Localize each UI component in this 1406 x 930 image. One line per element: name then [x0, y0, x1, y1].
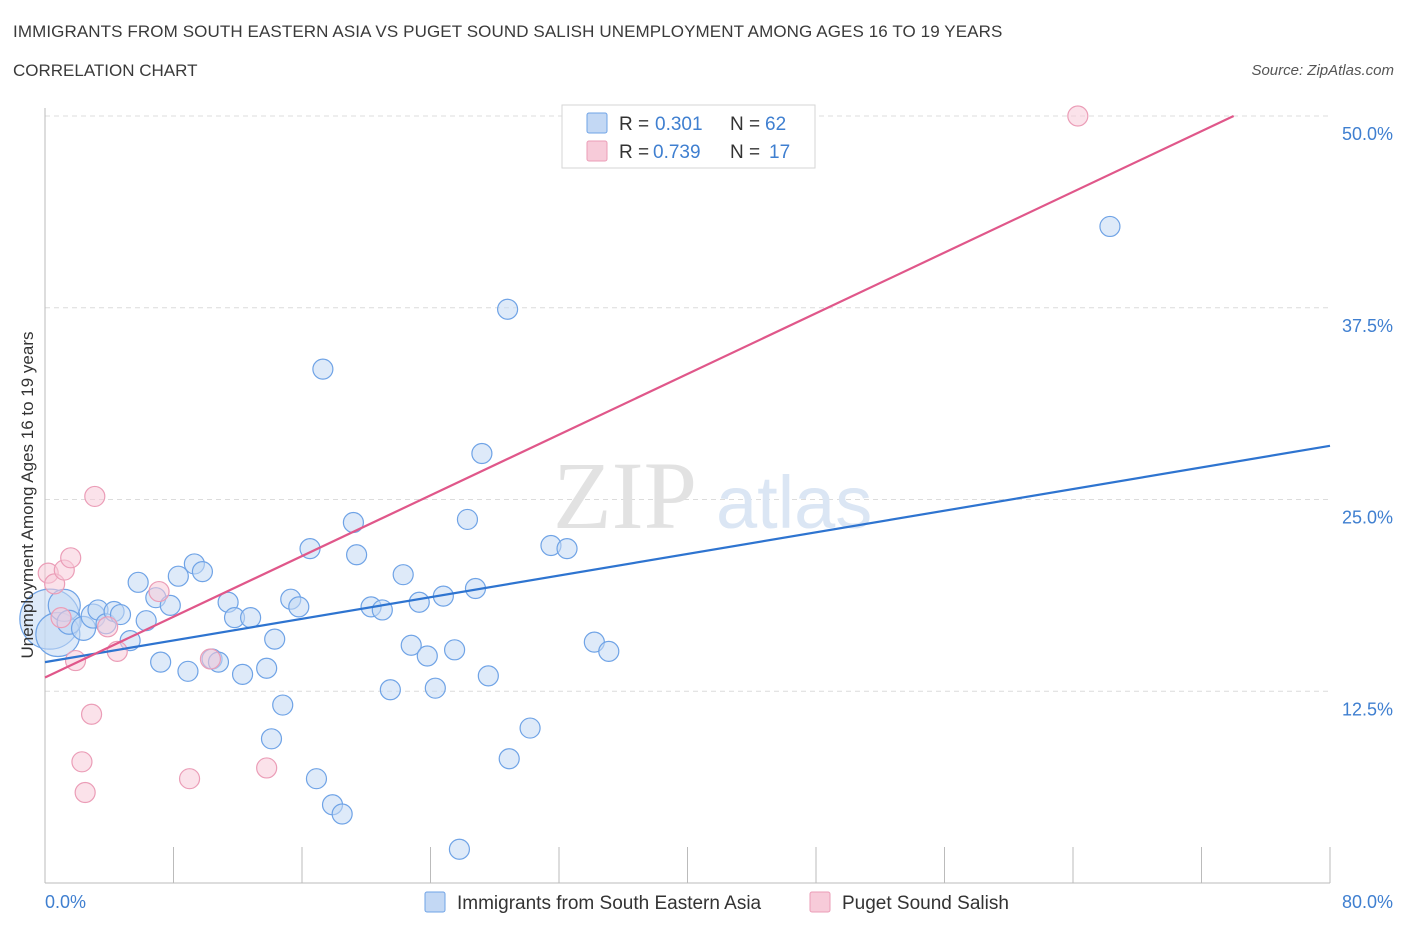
immigrants-point-41 — [379, 679, 401, 701]
immigrants-point-55 — [497, 298, 519, 320]
immigrants-point-9 — [109, 603, 132, 626]
series-salish-points — [37, 105, 1089, 804]
y-tick-label-3: 50.0% — [1342, 124, 1393, 144]
legend-n-value-1: 62 — [765, 114, 786, 135]
watermark-atlas: atlas — [716, 461, 872, 544]
bottom-legend-swatch-immigrants — [424, 891, 446, 913]
salish-point-8 — [80, 703, 103, 725]
immigrants-point-26 — [256, 657, 278, 679]
immigrants-point-38 — [346, 544, 368, 566]
immigrants-point-14 — [150, 651, 172, 673]
salish-point-15 — [256, 757, 278, 779]
immigrants-trend-line — [44, 444, 1331, 664]
immigrants-point-34 — [312, 358, 334, 380]
bottom-legend-swatch-salish — [809, 891, 831, 913]
legend-n-label-2: N = — [730, 142, 760, 163]
immigrants-point-48 — [443, 639, 466, 661]
zipatlas-watermark: ZIP atlas — [553, 442, 872, 549]
immigrants-point-28 — [272, 694, 294, 716]
immigrants-point-19 — [191, 560, 214, 583]
immigrants-point-60 — [598, 640, 620, 662]
immigrants-point-31 — [288, 596, 310, 618]
legend-r-value-1: 0.301 — [655, 114, 703, 135]
legend-r-label-2: R = — [619, 142, 649, 163]
y-axis-label: Unemployment Among Ages 16 to 19 years — [18, 332, 37, 659]
immigrants-point-33 — [305, 768, 328, 790]
y-tick-label-0: 12.5% — [1342, 699, 1393, 719]
immigrants-point-36 — [331, 803, 353, 825]
salish-point-6 — [71, 751, 93, 773]
immigrants-point-15 — [159, 594, 181, 616]
chart-title: IMMIGRANTS FROM SOUTH EASTERN ASIA VS PU… — [13, 22, 1003, 41]
y-tick-label-2: 37.5% — [1342, 316, 1393, 336]
immigrants-point-43 — [400, 634, 422, 656]
immigrants-point-56 — [519, 717, 541, 739]
immigrants-point-58 — [556, 537, 578, 560]
watermark-zip: ZIP — [553, 442, 697, 549]
immigrants-point-52 — [471, 442, 493, 465]
axes — [44, 108, 1331, 884]
immigrants-point-49 — [448, 838, 471, 860]
salish-point-14 — [199, 648, 222, 670]
immigrants-point-46 — [424, 677, 446, 699]
immigrants-point-17 — [177, 660, 199, 682]
immigrants-point-12 — [135, 610, 157, 632]
legend-swatch-immigrants — [586, 112, 608, 134]
immigrants-point-50 — [456, 508, 479, 531]
immigrants-point-27 — [264, 628, 286, 650]
salish-trend-line — [44, 115, 1235, 679]
immigrants-point-44 — [408, 591, 430, 613]
salish-point-9 — [84, 485, 106, 508]
immigrants-point-45 — [416, 645, 438, 667]
y-tick-labels: 12.5% 25.0% 37.5% 50.0% — [1342, 124, 1393, 719]
chart-subtitle: CORRELATION CHART — [13, 61, 198, 80]
salish-point-7 — [74, 781, 96, 804]
x-tick-label-0: 0.0% — [45, 892, 86, 912]
immigrants-point-53 — [477, 665, 499, 687]
y-tick-label-1: 25.0% — [1342, 508, 1393, 528]
x-tick-label-1: 80.0% — [1342, 892, 1393, 912]
source-credit: Source: ZipAtlas.com — [1251, 62, 1394, 79]
x-tick-labels: 0.0% 80.0% — [45, 892, 1393, 912]
salish-point-12 — [148, 580, 170, 603]
immigrants-point-40 — [371, 599, 393, 621]
salish-point-13 — [178, 768, 201, 790]
legend-n-label-1: N = — [730, 114, 760, 135]
bottom-legend-label-salish: Puget Sound Salish — [842, 893, 1009, 914]
salish-point-10 — [97, 616, 119, 638]
salish-point-4 — [60, 547, 82, 569]
immigrants-point-24 — [231, 663, 254, 685]
immigrants-point-54 — [498, 748, 520, 770]
series-immigrants-points — [19, 215, 1121, 860]
legend-r-label-1: R = — [619, 114, 649, 135]
legend-n-value-2: 17 — [769, 142, 790, 163]
salish-point-2 — [50, 607, 72, 629]
immigrants-point-61 — [1099, 215, 1121, 238]
legend-r-value-2: 0.739 — [653, 142, 701, 163]
salish-point-16 — [1067, 105, 1089, 127]
legend-swatch-salish — [586, 140, 608, 162]
immigrants-point-29 — [260, 728, 283, 750]
immigrants-point-42 — [392, 564, 414, 586]
bottom-legend: Immigrants from South Eastern Asia Puget… — [424, 891, 1009, 914]
top-legend: R = 0.301 N = 62 R = 0.739 N = 17 — [561, 104, 816, 169]
immigrants-point-16 — [167, 565, 189, 587]
immigrants-point-11 — [127, 571, 149, 593]
bottom-legend-label-immigrants: Immigrants from South Eastern Asia — [457, 893, 762, 914]
trend-lines — [44, 115, 1331, 679]
immigrants-point-25 — [240, 607, 262, 629]
